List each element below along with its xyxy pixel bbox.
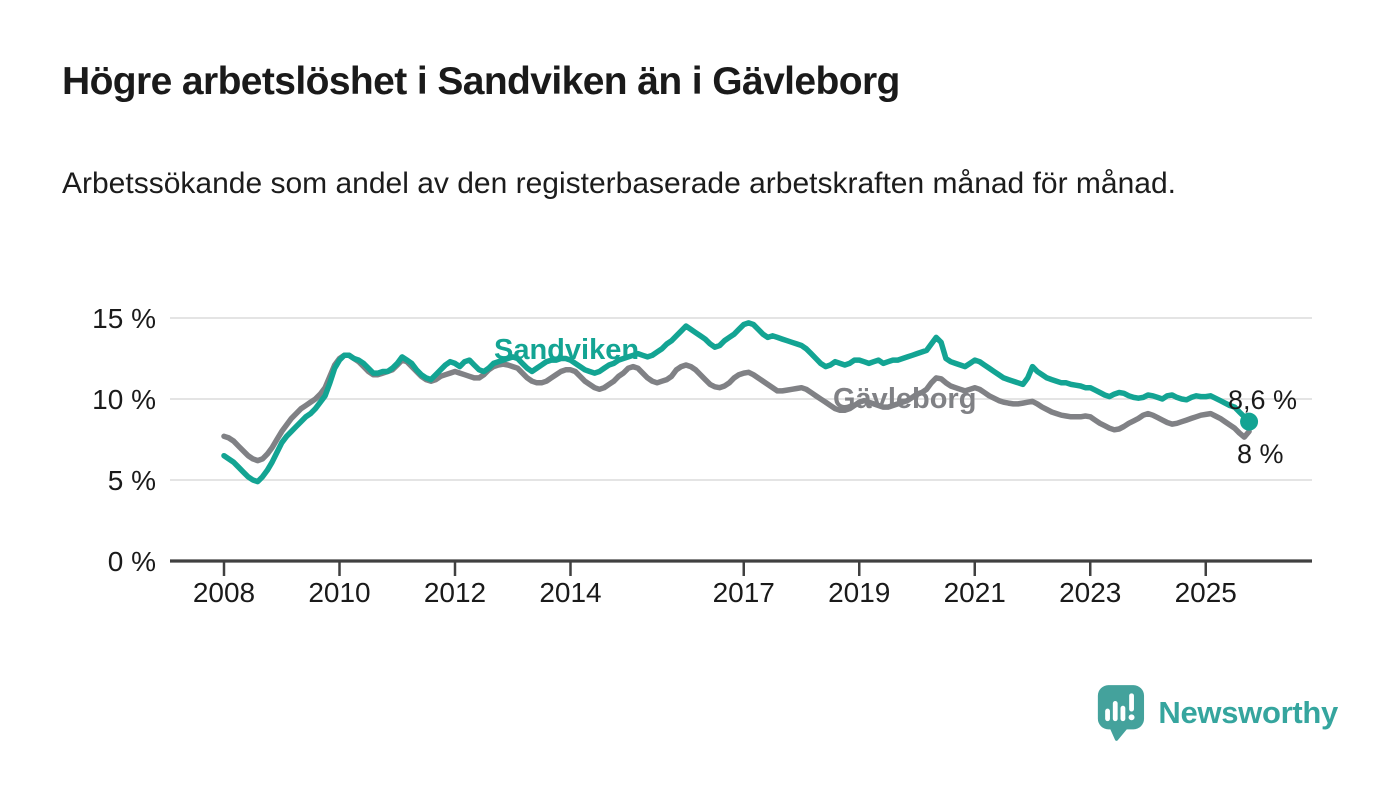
x-tick-label: 2025 (1175, 577, 1237, 608)
end-value-label: 8 % (1237, 439, 1284, 469)
series-label-sandviken: Sandviken (494, 334, 639, 366)
y-tick-label: 0 % (108, 546, 156, 577)
series-end-dot (1240, 412, 1259, 431)
page-title: Högre arbetslöshet i Sandviken än i Gävl… (62, 60, 900, 103)
y-tick-label: 5 % (108, 465, 156, 496)
newsworthy-logo-icon (1098, 685, 1145, 741)
newsworthy-brand: Newsworthy (1097, 684, 1338, 742)
x-tick-label: 2014 (539, 577, 601, 608)
x-tick-label: 2023 (1059, 577, 1121, 608)
x-tick-label: 2017 (713, 577, 775, 608)
y-tick-label: 15 % (92, 303, 156, 334)
x-tick-label: 2008 (193, 577, 255, 608)
line-chart-svg: 0 % 5 % 10 % 15 % 2008 2010 2012 2014 2017 2019 20… (92, 303, 1312, 608)
x-tick-label: 2010 (308, 577, 370, 608)
unemployment-line-chart: 0 % 5 % 10 % 15 % 2008 2010 2012 2014 2017 2019 20… (0, 280, 1400, 625)
series-label-gävleborg: Gävleborg (833, 383, 976, 415)
chart-subtitle: Arbetssökande som andel av den registerb… (62, 167, 1176, 200)
y-tick-label: 10 % (92, 384, 156, 415)
series-line-sandviken (221, 320, 1252, 485)
x-tick-label: 2021 (944, 577, 1006, 608)
newsworthy-wordmark: Newsworthy (1158, 695, 1338, 730)
end-value-label: 8,6 % (1228, 385, 1297, 415)
x-tick-label: 2012 (424, 577, 486, 608)
x-tick-label: 2019 (828, 577, 890, 608)
